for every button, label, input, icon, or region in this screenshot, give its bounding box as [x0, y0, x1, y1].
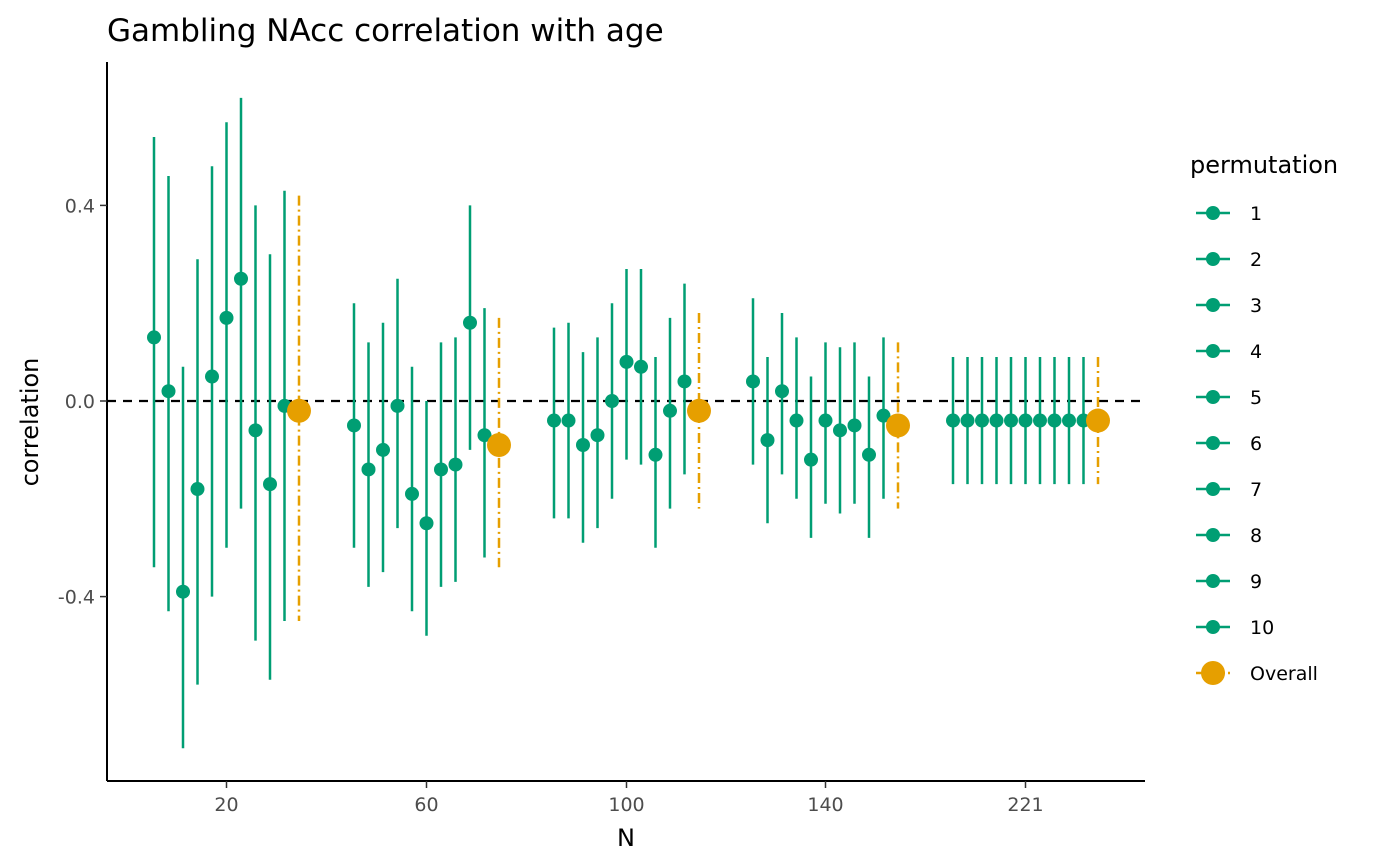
permutation-point [561, 413, 576, 428]
legend-key-point [1206, 298, 1220, 312]
permutation-point [946, 413, 960, 428]
permutation-point [663, 403, 677, 418]
permutation-point [960, 413, 975, 428]
permutation-point [605, 394, 619, 408]
legend-entry-label: 9 [1250, 571, 1262, 593]
permutation-point [847, 418, 862, 433]
permutation-point [989, 413, 1004, 428]
legend-title: permutation [1190, 151, 1338, 179]
legend-key-point [1206, 436, 1220, 450]
permutation-point [1004, 413, 1018, 428]
permutation-point [677, 374, 692, 389]
permutation-point [833, 423, 847, 438]
permutation-point [634, 359, 648, 374]
legend-key-point [1206, 528, 1220, 542]
permutation-point [477, 428, 492, 443]
legend: 1 2 3 4 5 6 7 8 9 10 Overall [1196, 203, 1318, 685]
plot-area: -0.4 0.0 0.4 20 60 100 140 221 [58, 62, 1145, 816]
legend-entry-label: 7 [1250, 479, 1262, 501]
permutation-point [804, 452, 818, 467]
permutation-point [547, 413, 561, 428]
permutation-point [405, 486, 419, 501]
x-tick-label: 221 [1007, 794, 1043, 816]
permutation-point [1047, 413, 1062, 428]
permutation-point [161, 384, 176, 399]
permutation-point [190, 482, 205, 497]
legend-entry-label: 2 [1250, 249, 1262, 271]
permutation-point [876, 408, 891, 423]
permutation-point [818, 413, 833, 428]
y-tick-label: -0.4 [58, 587, 95, 609]
permutation-point [419, 516, 434, 531]
y-axis-title: correlation [16, 358, 44, 487]
legend-key-point [1201, 661, 1225, 685]
permutation-point [1062, 413, 1076, 428]
permutation-point [219, 310, 234, 325]
permutation-point [775, 384, 789, 399]
permutation-point [147, 330, 161, 345]
y-tick-label: 0.0 [65, 391, 95, 413]
permutation-point [619, 354, 634, 369]
permutation-point [463, 315, 477, 330]
legend-key-point [1206, 252, 1220, 266]
legend-key-point [1206, 482, 1220, 496]
overall-point [487, 433, 511, 458]
permutation-point [361, 462, 376, 477]
permutation-point [263, 477, 277, 492]
permutation-point [234, 271, 248, 286]
x-tick-label: 20 [214, 794, 238, 816]
overall-point [886, 413, 910, 438]
permutation-point [975, 413, 989, 428]
permutation-point [434, 462, 448, 477]
overall-point [287, 398, 311, 423]
legend-entry-label: 6 [1250, 433, 1262, 455]
permutation-point [248, 423, 263, 438]
x-tick-label: 100 [608, 794, 644, 816]
legend-entry-label: Overall [1250, 663, 1318, 685]
permutation-point [789, 413, 804, 428]
permutation-point [760, 433, 775, 448]
permutation-point [205, 369, 219, 384]
permutation-point [862, 447, 876, 462]
legend-entry-label: 5 [1250, 387, 1262, 409]
permutation-point [1033, 413, 1047, 428]
legend-key-point [1206, 344, 1220, 358]
legend-entry-label: 1 [1250, 203, 1262, 225]
x-axis-title: N [617, 824, 635, 852]
x-tick-label: 140 [807, 794, 843, 816]
legend-key-point [1206, 206, 1220, 220]
permutation-point [176, 584, 190, 599]
permutation-point [648, 447, 663, 462]
legend-key-point [1206, 620, 1220, 634]
overall-point [1086, 408, 1110, 433]
permutation-point [376, 442, 390, 457]
permutation-point [746, 374, 760, 389]
legend-entry-label: 8 [1250, 525, 1262, 547]
legend-key-point [1206, 390, 1220, 404]
permutation-point [590, 428, 605, 443]
y-tick-label: 0.4 [65, 195, 95, 217]
legend-entry-label: 4 [1250, 341, 1262, 363]
legend-entry-label: 10 [1250, 617, 1274, 639]
permutation-point [448, 457, 463, 472]
permutation-point [1018, 413, 1033, 428]
overall-point [687, 398, 711, 423]
permutation-point [347, 418, 361, 433]
legend-entry-label: 3 [1250, 295, 1262, 317]
x-tick-label: 60 [414, 794, 438, 816]
permutation-point [576, 438, 590, 453]
permutation-point [390, 398, 405, 413]
legend-key-point [1206, 574, 1220, 588]
chart-title: Gambling NAcc correlation with age [107, 13, 664, 49]
